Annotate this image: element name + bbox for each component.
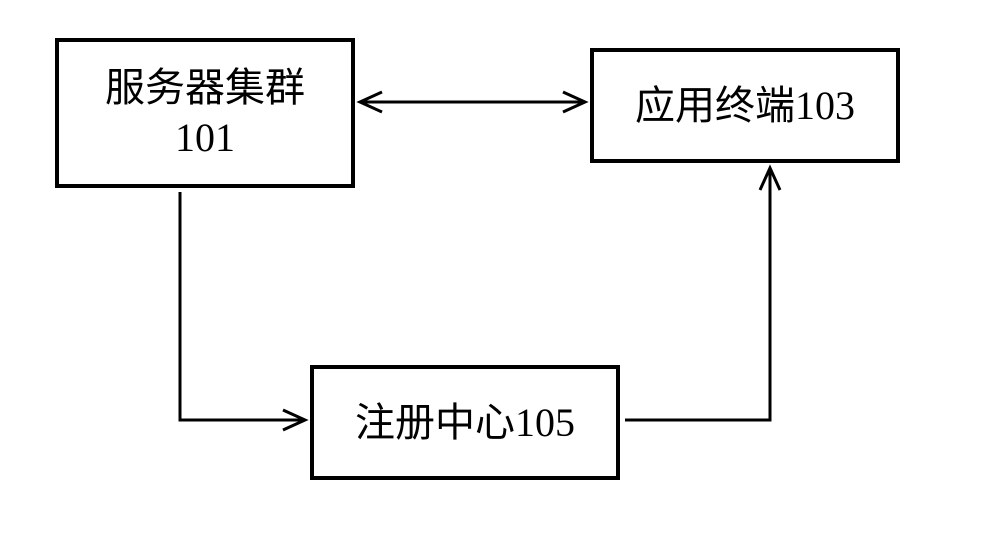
box-registry: 注册中心105 xyxy=(310,365,620,480)
box-app-terminal: 应用终端103 xyxy=(590,48,900,163)
arrow-double-top xyxy=(360,92,585,112)
box-server-cluster: 服务器集群 101 xyxy=(55,38,355,188)
arrow-registry-to-app xyxy=(625,168,780,420)
diagram-canvas: 服务器集群 101 应用终端103 注册中心105 xyxy=(0,0,1000,536)
arrow-server-to-registry xyxy=(180,192,305,430)
